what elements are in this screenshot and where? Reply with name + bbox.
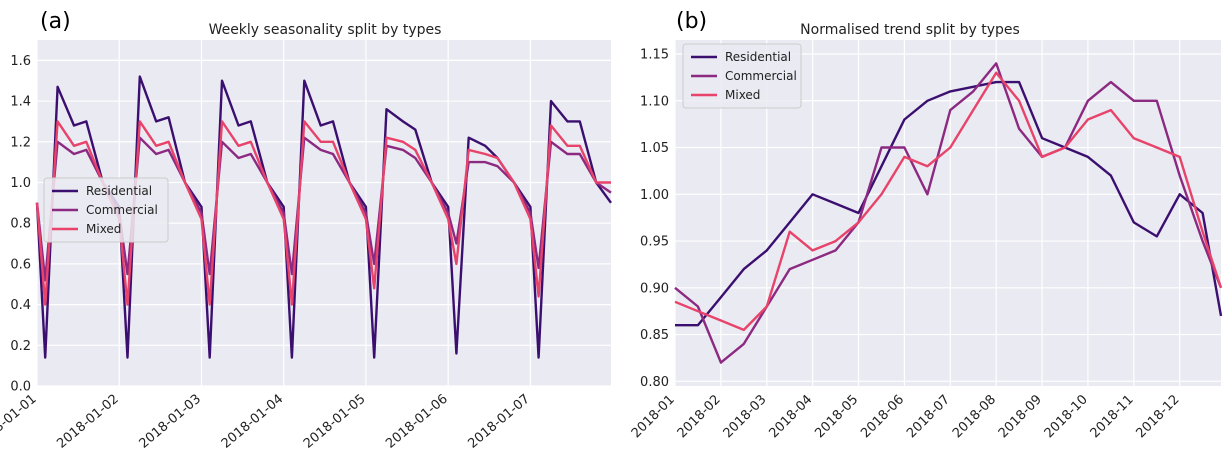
- y-tick-label: 0.90: [640, 281, 669, 296]
- x-tick-label: 2018-07: [904, 392, 953, 441]
- y-tick-label: 0.95: [640, 235, 669, 250]
- chart-title-b: Normalised trend split by types: [800, 22, 1020, 38]
- x-tick-label: 2018-04: [766, 392, 815, 441]
- x-tick-label: 2018-09: [996, 392, 1045, 441]
- panel-label-a: (a): [40, 9, 71, 34]
- y-tick-label: 1.0: [10, 176, 31, 191]
- y-ticks-a: 0.0 0.2 0.4 0.6 0.8 1.0 1.2 1.4 1.6: [10, 54, 31, 395]
- y-tick-label: 0.8: [10, 217, 31, 232]
- legend-label: Commercial: [725, 69, 797, 83]
- legend-label: Mixed: [86, 222, 121, 236]
- y-tick-label: 1.00: [640, 188, 669, 203]
- series-line-mixed: [35, 120, 611, 306]
- y-tick-label: 1.6: [10, 54, 31, 69]
- x-tick-label: 2018-06: [858, 392, 907, 441]
- series-line-mixed: [674, 71, 1223, 332]
- panel-b: 0.80 0.85 0.90 0.95 1.00 1.05 1.10 1.15 2018-01…: [629, 9, 1223, 441]
- lines-a: [35, 75, 612, 359]
- x-tick-label: 2018-01: [629, 392, 678, 441]
- panel-a: 0.00.20.40.60.81.01.21.41.6 2018-01-01 20…: [0, 9, 612, 452]
- x-tick-label: 2018-03: [721, 392, 770, 441]
- y-tick-label: 1.15: [640, 48, 669, 63]
- legend-b: Residential Commercial Mixed: [682, 43, 802, 109]
- chart-title-a: Weekly seasonality split by types: [209, 22, 442, 38]
- y-tick-label: 0.0: [10, 380, 31, 395]
- lines-b: [674, 62, 1223, 364]
- x-tick-label: 2018-10: [1042, 392, 1091, 441]
- legend-label: Commercial: [86, 203, 158, 217]
- x-ticks-b: 2018-012018-022018-032018-042018-052018-…: [629, 392, 1183, 441]
- y-tick-label: 0.85: [640, 328, 669, 343]
- x-tick-label: 2018-01-04: [219, 392, 287, 452]
- legend-label: Residential: [725, 50, 791, 64]
- y-tick-label: 0.4: [10, 298, 31, 313]
- legend-box: [682, 43, 802, 109]
- y-tick-label: 1.10: [640, 94, 669, 109]
- panel-label-b: (b): [676, 9, 707, 34]
- x-tick-label: 2018-08: [950, 392, 999, 441]
- y-tick-label: 1.4: [10, 95, 31, 110]
- legend-label: Mixed: [725, 88, 760, 102]
- x-tick-label: 2018-02: [675, 392, 724, 441]
- x-tick-label: 2018-12: [1134, 392, 1183, 441]
- series-line-residential: [675, 80, 1223, 327]
- x-tick-label: 2018-01-01: [0, 392, 40, 452]
- y-tick-label: 0.6: [10, 257, 31, 272]
- x-tick-label: 2018-05: [812, 392, 861, 441]
- x-tick-label: 2018-01-02: [54, 392, 122, 452]
- x-ticks-a: 2018-01-01 2018-01-02 2018-01-03 2018-01-04…: [0, 392, 533, 452]
- y-tick-label: 1.05: [640, 141, 669, 156]
- x-tick-label: 2018-01-06: [383, 392, 451, 452]
- y-ticks-b: 0.80 0.85 0.90 0.95 1.00 1.05 1.10 1.15: [640, 48, 669, 390]
- y-tick-label: 1.2: [10, 135, 31, 150]
- x-tick-label: 2018-01-05: [301, 392, 369, 452]
- legend-box: [43, 177, 169, 243]
- y-tick-label: 0.80: [640, 375, 669, 390]
- y-tick-label: 0.2: [10, 339, 31, 354]
- legend-label: Residential: [86, 184, 152, 198]
- legend-a: Residential Commercial Mixed: [43, 177, 169, 243]
- x-tick-label: 2018-01-07: [465, 392, 533, 452]
- x-tick-label: 2018-01-03: [137, 392, 205, 452]
- x-tick-label: 2018-11: [1088, 392, 1137, 441]
